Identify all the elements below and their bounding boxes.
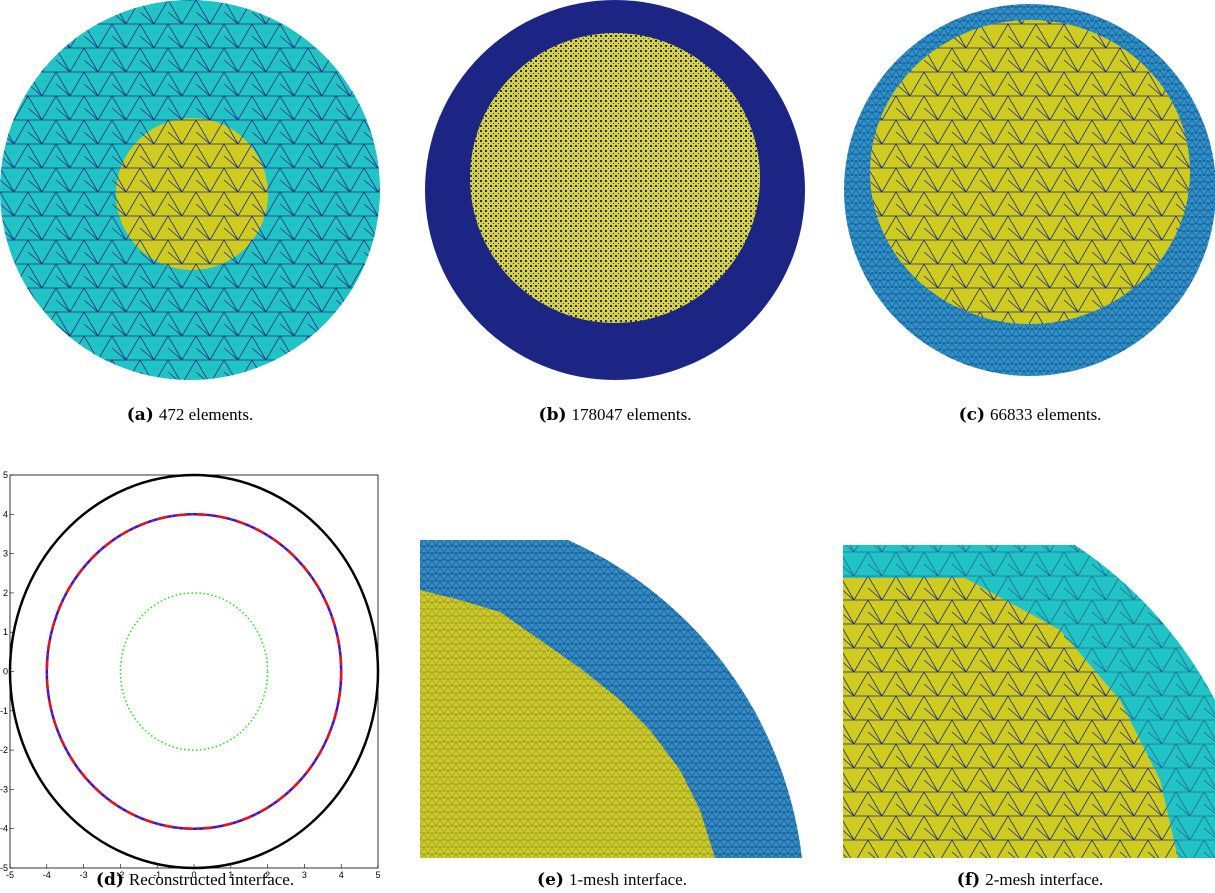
x-tick-label: 4 <box>339 870 344 880</box>
caption-label: (e) <box>537 870 564 890</box>
caption-text: 2-mesh interface. <box>985 870 1103 889</box>
mesh-e <box>420 540 802 858</box>
y-tick-label: 5 <box>3 470 8 480</box>
x-tick-label: -3 <box>80 870 88 880</box>
caption-label: (d) <box>96 870 124 890</box>
x-tick-label: 5 <box>375 870 380 880</box>
plot-frame <box>10 475 378 868</box>
caption-text: Reconstructed interface. <box>129 870 294 889</box>
caption: (e) 1-mesh interface. <box>537 870 687 890</box>
figure: -5-4-3-2-1012345-5-4-3-2-1012345 (a)472 … <box>0 0 1215 893</box>
y-tick-label: 0 <box>3 667 8 677</box>
caption-text: 178047 elements. <box>572 405 692 424</box>
caption: (b) 178047 elements. <box>539 405 692 425</box>
caption-label: (f) <box>957 870 980 890</box>
caption-label: (b) <box>539 405 567 425</box>
mesh-c <box>844 4 1215 376</box>
caption-text: 66833 elements. <box>990 405 1101 424</box>
page: -5-4-3-2-1012345-5-4-3-2-1012345 (a)472 … <box>0 0 1215 893</box>
caption-label: (a) <box>127 405 154 425</box>
y-tick-label: 4 <box>3 509 8 519</box>
x-tick-label: 3 <box>302 870 307 880</box>
caption-text: 472 elements. <box>159 405 253 424</box>
mesh-a <box>0 0 380 380</box>
caption: (f) 2-mesh interface. <box>957 870 1103 890</box>
y-tick-label: 2 <box>3 588 8 598</box>
y-tick-label: -1 <box>0 706 8 716</box>
x-tick-label: -4 <box>43 870 51 880</box>
caption: (c) 66833 elements. <box>959 405 1102 425</box>
y-tick-label: -3 <box>0 784 8 794</box>
y-tick-label: -2 <box>0 745 8 755</box>
mesh-b <box>425 0 805 380</box>
caption-text: 1-mesh interface. <box>569 870 687 889</box>
y-tick-label: -4 <box>0 824 8 834</box>
y-tick-label: 1 <box>3 627 8 637</box>
caption-label: (c) <box>959 405 985 425</box>
caption: (a) 472 elements. <box>127 405 254 425</box>
caption: (d) Reconstructed interface. <box>96 870 294 890</box>
mesh-f <box>843 545 1215 858</box>
y-tick-label: 3 <box>3 549 8 559</box>
y-tick-label: -5 <box>0 863 8 873</box>
